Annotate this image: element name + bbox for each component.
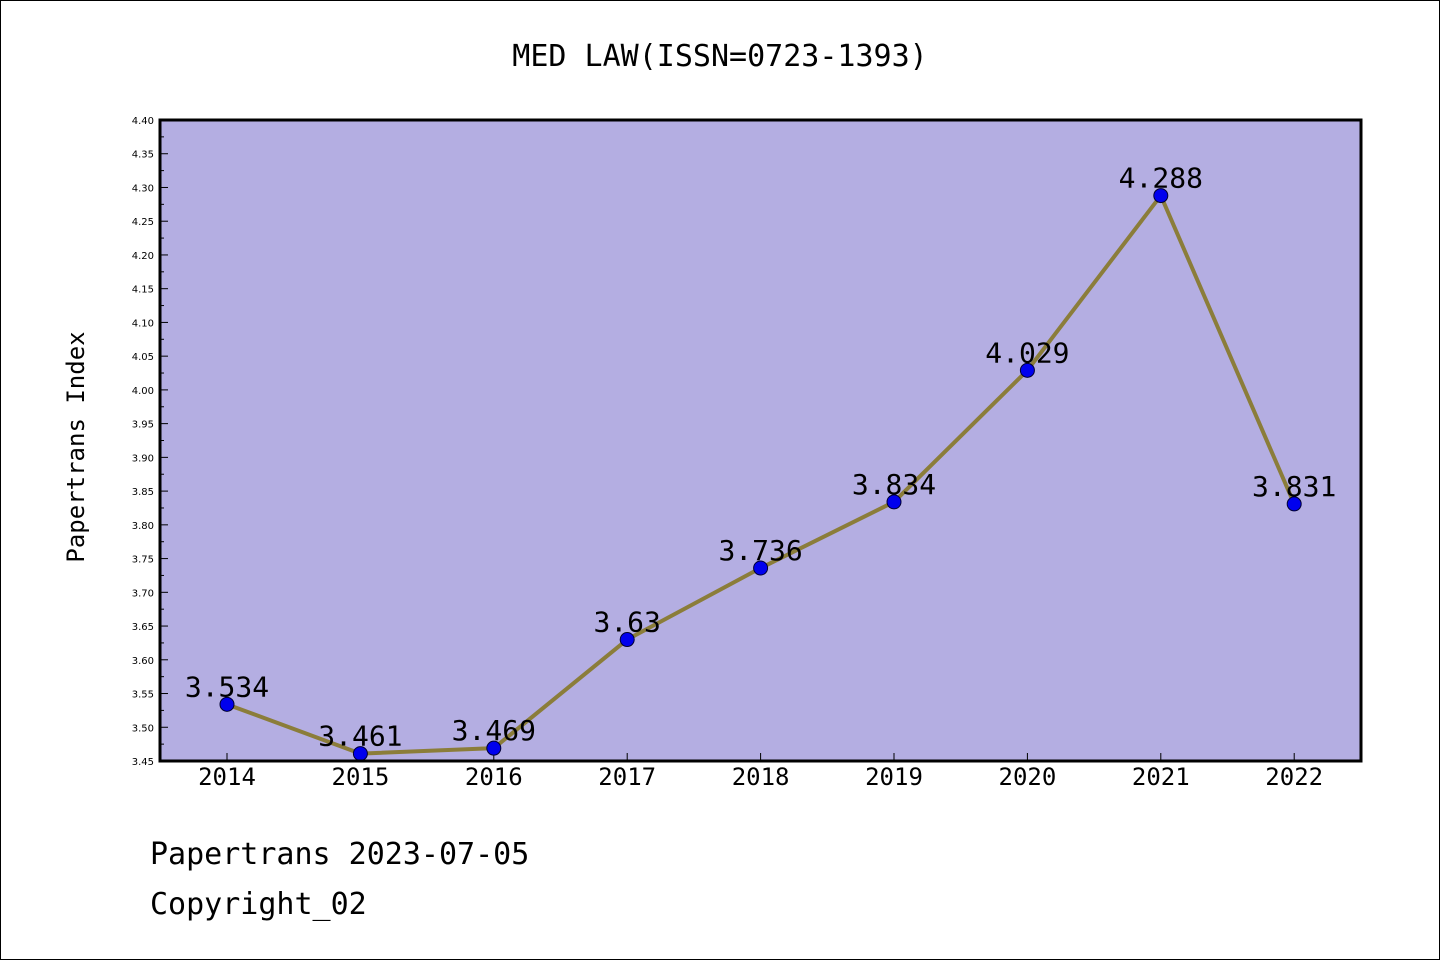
data-label: 4.288 xyxy=(1119,162,1203,195)
y-tick-label: 3.70 xyxy=(132,588,154,599)
data-label: 3.469 xyxy=(452,714,536,747)
x-tick-label: 2019 xyxy=(865,763,923,791)
x-tick-label: 2014 xyxy=(198,763,256,791)
plot-border xyxy=(158,118,1363,763)
y-tick-label: 3.80 xyxy=(132,521,154,532)
x-axis-ticks: 2014 2015 2016 2017 2018 2019 2020 2021 2022 xyxy=(198,753,1323,791)
data-point xyxy=(486,740,502,756)
y-tick-label: 3.50 xyxy=(132,723,154,734)
y-tick-label: 4.20 xyxy=(132,251,154,262)
data-point xyxy=(219,696,235,712)
data-point xyxy=(1019,362,1035,378)
y-tick-label: 3.95 xyxy=(132,420,154,431)
data-label: 3.834 xyxy=(852,468,936,501)
data-label: 3.63 xyxy=(593,606,660,639)
y-tick-label: 3.75 xyxy=(132,555,154,566)
data-label: 3.831 xyxy=(1252,470,1336,503)
y-tick-label: 4.35 xyxy=(132,150,154,161)
footer-copyright: Copyright_02 xyxy=(150,887,367,922)
data-label: 3.736 xyxy=(718,534,802,567)
data-point xyxy=(1286,496,1302,512)
footer-date: Papertrans 2023-07-05 xyxy=(150,837,529,872)
y-tick-label: 3.85 xyxy=(132,487,154,498)
x-tick-label: 2016 xyxy=(465,763,523,791)
y-tick-label: 4.30 xyxy=(132,183,154,194)
y-tick-label: 4.15 xyxy=(132,285,154,296)
x-tick-label: 2020 xyxy=(999,763,1057,791)
y-axis-label: Papertrans Index xyxy=(62,331,90,562)
y-tick-label: 4.00 xyxy=(132,386,154,397)
data-labels: 3.534 3.461 3.469 3.63 3.736 3.834 4.029 4.288 3… xyxy=(185,162,1336,753)
data-point xyxy=(619,632,635,648)
x-tick-label: 2017 xyxy=(598,763,656,791)
data-point xyxy=(1153,188,1169,204)
x-tick-label: 2022 xyxy=(1265,763,1323,791)
series-markers xyxy=(219,188,1302,762)
y-tick-label: 4.40 xyxy=(132,116,154,127)
y-tick-label: 4.05 xyxy=(132,352,154,363)
chart-title: MED LAW(ISSN=0723-1393) xyxy=(512,39,927,74)
data-point xyxy=(886,494,902,510)
y-tick-label: 3.65 xyxy=(132,622,154,633)
y-tick-label: 3.60 xyxy=(132,656,154,667)
y-tick-label: 3.55 xyxy=(132,690,154,701)
x-tick-label: 2018 xyxy=(732,763,790,791)
data-point xyxy=(753,560,769,576)
y-axis-ticks: 3.45 3.50 3.55 3.60 3.65 3.70 3.75 3.80 3.85 3.90… xyxy=(132,116,168,768)
plot-area xyxy=(160,120,1361,761)
x-tick-label: 2015 xyxy=(332,763,390,791)
y-tick-label: 3.90 xyxy=(132,453,154,464)
y-tick-label: 4.10 xyxy=(132,318,154,329)
data-label: 4.029 xyxy=(985,336,1069,369)
data-label: 3.461 xyxy=(318,720,402,753)
y-tick-label: 4.25 xyxy=(132,217,154,228)
data-label: 3.534 xyxy=(185,670,269,703)
y-tick-label: 3.45 xyxy=(132,757,154,768)
x-tick-label: 2021 xyxy=(1132,763,1190,791)
